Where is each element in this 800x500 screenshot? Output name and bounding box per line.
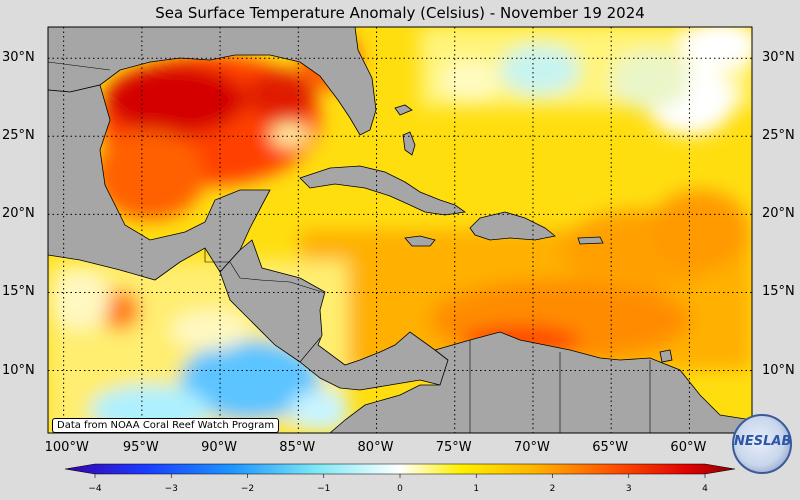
lat-label: 10°N [2,362,35,378]
map-title: Sea Surface Temperature Anomaly (Celsius… [155,4,645,22]
land-andros [402,131,416,156]
land-puerto-rico [577,236,604,245]
graticule [48,27,752,433]
lon-label: 65°W [592,440,629,455]
land-lake-okeechobee [394,104,413,116]
logo-text: NESLAB [734,434,792,449]
lon-label: 70°W [513,440,550,455]
lat-label: 25°N [762,128,795,144]
data-credit: Data from NOAA Coral Reef Watch Program [52,418,280,433]
colorbar-label: 3 [625,484,632,494]
land-jamaica [404,235,436,247]
lat-label: 25°N [2,128,35,144]
lon-label: 100°W [44,440,89,455]
lon-label: 75°W [435,440,472,455]
colorbar-label: −1 [317,484,331,494]
lat-label: 15°N [762,284,795,300]
neslab-logo: NESLAB [732,414,792,474]
colorbar-label: 2 [549,484,556,494]
borders [48,61,651,433]
land-central-america [219,239,449,391]
land-mexico [48,84,271,281]
colorbar-label: −4 [88,484,102,494]
colorbar-label: −3 [164,484,178,494]
land-hispaniola [469,211,556,241]
lat-label: 30°N [762,50,795,66]
colorbar [64,463,736,475]
lat-label: 10°N [762,362,795,378]
land-south-america [329,331,752,433]
lat-label: 20°N [762,206,795,222]
land-trinidad [659,349,673,363]
colorbar-label: 1 [473,484,480,494]
land [48,27,752,433]
lat-label: 20°N [2,206,35,222]
land-cuba [299,165,467,216]
lon-label: 90°W [201,440,237,455]
lon-label: 60°W [670,440,707,455]
lat-label: 15°N [2,284,35,300]
land-usa [48,27,377,136]
colorbar-label: −2 [240,484,255,494]
lat-label: 30°N [2,50,35,66]
lon-label: 80°W [357,440,394,455]
colorbar-label: 4 [702,484,708,494]
colorbar-label: 0 [397,484,403,494]
lon-label: 95°W [122,440,159,455]
lon-label: 85°W [279,440,316,455]
